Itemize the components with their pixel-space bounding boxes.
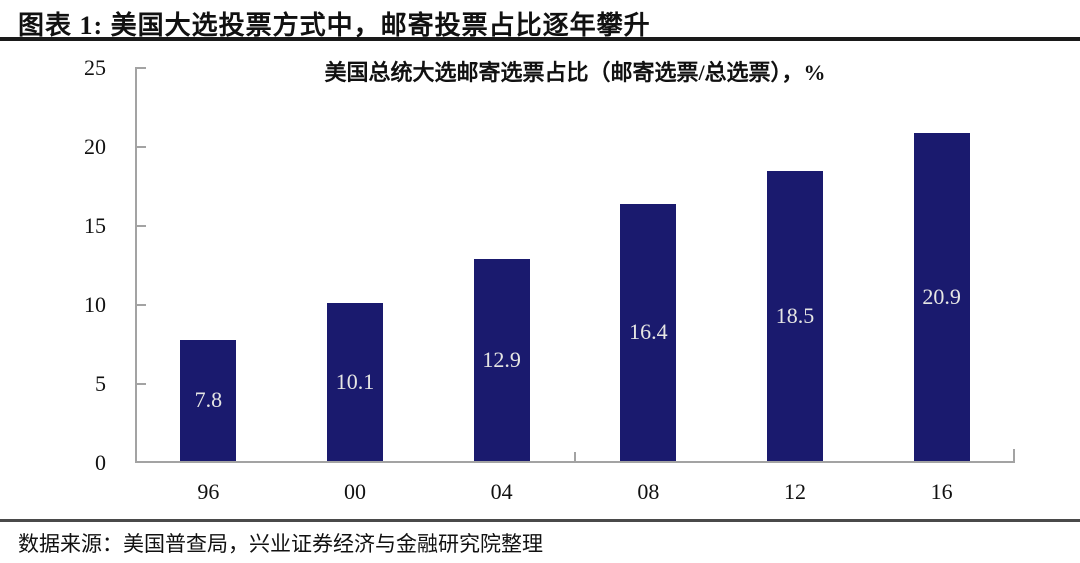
title-divider bbox=[0, 37, 1080, 41]
y-tick-mark bbox=[135, 67, 146, 69]
bar: 10.1 bbox=[327, 303, 383, 461]
bar-value-label: 20.9 bbox=[922, 283, 961, 309]
y-tick-label: 5 bbox=[95, 371, 106, 396]
y-axis-line bbox=[135, 68, 137, 463]
figure-title: 图表 1: 美国大选投票方式中，邮寄投票占比逐年攀升 bbox=[18, 11, 651, 40]
chart-title: 美国总统大选邮寄选票占比（邮寄选票/总选票），% bbox=[324, 60, 826, 85]
y-tick-label: 10 bbox=[84, 292, 106, 317]
y-tick-label: 15 bbox=[84, 213, 106, 238]
y-tick-mark bbox=[135, 225, 146, 227]
x-tick-label: 16 bbox=[930, 479, 953, 504]
y-tick-mark bbox=[135, 383, 146, 385]
bar: 7.8 bbox=[180, 339, 237, 461]
bar: 20.9 bbox=[913, 132, 970, 461]
bar: 16.4 bbox=[620, 203, 677, 461]
x-tick-label: 12 bbox=[784, 479, 806, 504]
y-tick-mark bbox=[135, 304, 146, 306]
bar: 12.9 bbox=[473, 259, 530, 461]
bar-value-label: 10.1 bbox=[335, 369, 375, 395]
x-tick-label: 96 bbox=[197, 479, 220, 504]
bar-value-label: 12.9 bbox=[482, 347, 521, 373]
y-tick-label: 20 bbox=[84, 134, 106, 159]
bar-value-label: 18.5 bbox=[775, 302, 815, 328]
data-source: 数据来源：美国普查局，兴业证券经济与金融研究院整理 bbox=[18, 532, 543, 556]
x-tick-label: 08 bbox=[637, 479, 660, 504]
x-tick-label: 04 bbox=[490, 479, 513, 504]
bar: 18.5 bbox=[767, 170, 823, 461]
x-tick-mark bbox=[1013, 449, 1015, 461]
footer-divider bbox=[0, 519, 1080, 522]
y-tick-label: 25 bbox=[84, 55, 106, 80]
y-tick-mark bbox=[135, 146, 146, 148]
bar-value-label: 16.4 bbox=[629, 319, 668, 345]
x-tick-mark bbox=[574, 452, 576, 461]
y-tick-label: 0 bbox=[95, 450, 106, 475]
bar-value-label: 7.8 bbox=[194, 387, 223, 413]
x-tick-label: 00 bbox=[344, 479, 366, 504]
plot-area: 7.8 10.1 12.9 16.4 18.5 20.9 bbox=[135, 67, 1015, 463]
x-axis-line bbox=[135, 461, 1015, 463]
